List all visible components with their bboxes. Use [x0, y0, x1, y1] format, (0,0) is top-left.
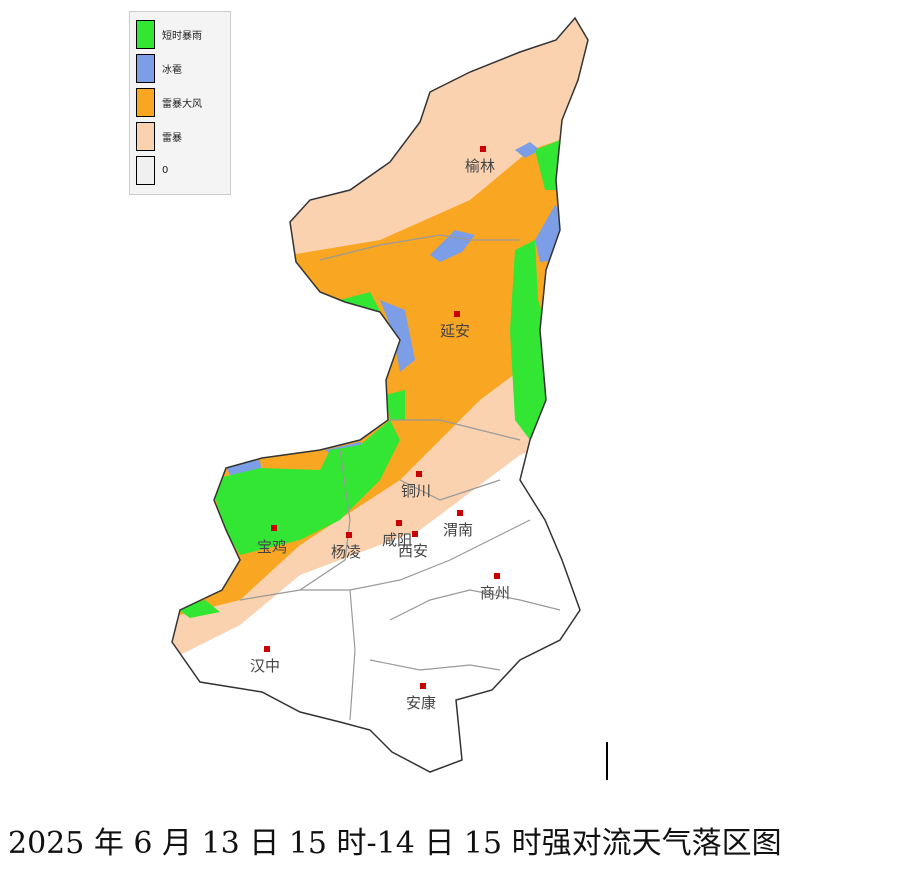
- legend-item: 雷暴大风: [136, 88, 202, 117]
- city-label: 延安: [440, 322, 471, 340]
- city-label: 安康: [406, 694, 437, 712]
- city-label: 咸阳: [382, 531, 413, 549]
- legend: 短时暴雨 冰雹 雷暴大风 雷暴 0: [129, 11, 231, 195]
- legend-item: 0: [136, 156, 168, 185]
- legend-label: 短时暴雨: [162, 31, 202, 42]
- map-title: 2025 年 6 月 13 日 15 时-14 日 15 时强对流天气落区图: [8, 826, 782, 861]
- legend-label: 0: [162, 165, 169, 176]
- legend-item: 雷暴: [136, 122, 182, 151]
- legend-item: 短时暴雨: [136, 20, 202, 49]
- legend-item: 冰雹: [136, 54, 182, 83]
- legend-label: 雷暴: [162, 133, 182, 144]
- text-cursor: [606, 742, 608, 780]
- city-label: 宝鸡: [257, 538, 288, 556]
- city-label: 汉中: [250, 657, 281, 675]
- county-borders: [239, 234, 561, 721]
- city-label: 商州: [480, 584, 511, 602]
- legend-label: 雷暴大风: [162, 99, 202, 110]
- city-label: 杨凌: [331, 543, 362, 561]
- city-label: 西安: [398, 542, 429, 560]
- legend-label: 冰雹: [162, 65, 182, 76]
- city-label: 渭南: [443, 521, 474, 539]
- city-label: 榆林: [465, 157, 496, 175]
- zone-short-heavy-rain: [176, 140, 560, 618]
- city-label: 铜川: [401, 482, 432, 500]
- zone-hail: [225, 142, 565, 475]
